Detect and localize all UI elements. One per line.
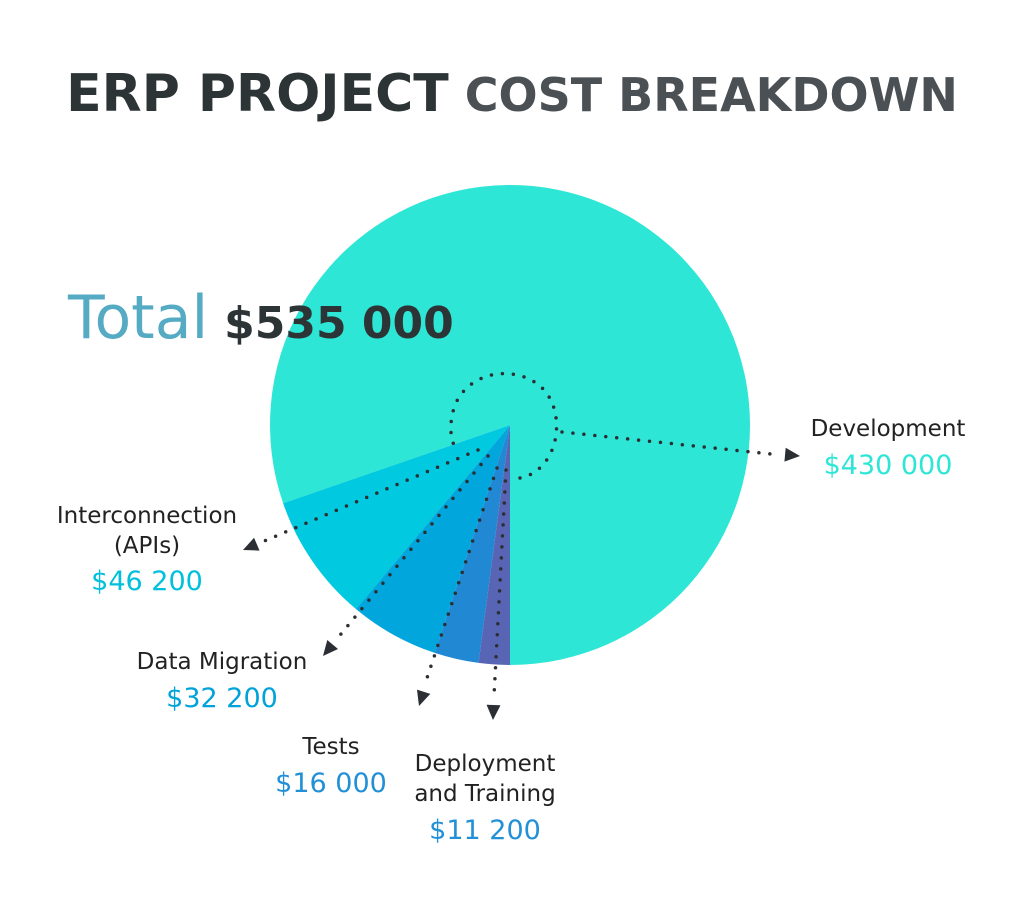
slice-label-development: Development $430 000 [811, 416, 966, 481]
slice-name-interconnection-line-1: Interconnection [57, 503, 237, 529]
pie-slice-data-migration [355, 425, 510, 653]
pie-slice-deployment-training [478, 425, 510, 665]
pie-slice-tests [434, 425, 510, 663]
total-text: Total $535 000 [67, 283, 454, 353]
leader-lines [243, 371, 800, 720]
chart-title: ERP PROJECT COST BREAKDOWN [66, 64, 958, 124]
slice-name-deployment-training-line-2: and Training [414, 781, 555, 807]
pie-slice-interconnection [283, 425, 510, 610]
leader-arrow-interconnection [243, 537, 260, 551]
slice-label-deployment-training: Deployment and Training $11 200 [414, 751, 555, 846]
slice-value-interconnection: $46 200 [91, 566, 203, 597]
leader-arrow-tests [416, 689, 431, 706]
slice-value-data-migration: $32 200 [166, 683, 278, 714]
slice-value-tests: $16 000 [275, 768, 387, 799]
slice-name-deployment-training-line-1: Deployment [415, 751, 556, 777]
slice-name-tests: Tests [301, 734, 359, 760]
slice-label-tests: Tests $16 000 [275, 734, 387, 799]
slice-labels: Development $430 000 Interconnection (APIs)… [57, 416, 966, 846]
title-part-2: COST BREAKDOWN [465, 68, 958, 122]
slice-value-deployment-training: $11 200 [429, 815, 541, 846]
slice-name-data-migration: Data Migration [137, 649, 308, 675]
pie-slices [270, 185, 751, 666]
leader-line-deployment-training [492, 468, 508, 698]
slice-name-development: Development [811, 416, 966, 442]
leader-line-data-migration [334, 454, 490, 642]
leader-line-development-loop [449, 371, 559, 480]
slice-label-data-migration: Data Migration $32 200 [137, 649, 308, 714]
leader-arrow-data-migration [323, 640, 339, 656]
title-part-1: ERP PROJECT [66, 64, 449, 124]
leader-line-development [560, 430, 782, 457]
leader-arrow-deployment-training [486, 704, 501, 720]
total-value: $535 000 [224, 298, 454, 349]
leader-arrow-development [784, 447, 800, 462]
pie-slice-development [270, 185, 751, 666]
slice-name-interconnection-line-2: (APIs) [114, 533, 180, 559]
slice-value-development: $430 000 [824, 450, 953, 481]
total-label: Total [67, 283, 208, 353]
slice-label-interconnection: Interconnection (APIs) $46 200 [57, 503, 237, 597]
